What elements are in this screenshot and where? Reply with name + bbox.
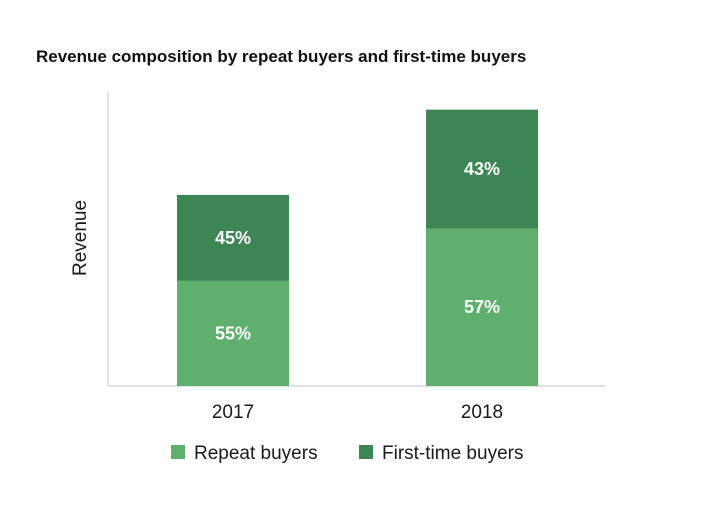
y-axis-label: Revenue bbox=[70, 200, 91, 276]
bar-segment-2018-first-time-buyers bbox=[426, 109, 538, 229]
legend-swatch-repeat-buyers bbox=[171, 445, 185, 459]
bar-segment-2018-repeat-buyers bbox=[426, 228, 538, 386]
x-tick-label-2018: 2018 bbox=[461, 402, 503, 423]
bars-group: 55% 45% 57% 43% bbox=[177, 109, 538, 386]
legend-label-first-time-buyers: First-time buyers bbox=[382, 443, 523, 464]
x-tick-label-2017: 2017 bbox=[212, 402, 254, 423]
legend-swatch-first-time-buyers bbox=[359, 445, 373, 459]
bar-segment-2017-repeat-buyers bbox=[177, 280, 289, 386]
data-label-2018-repeat-buyers: 57% bbox=[464, 297, 500, 317]
bar-segment-2017-first-time-buyers bbox=[177, 194, 289, 281]
chart-title: Revenue composition by repeat buyers and… bbox=[36, 47, 526, 66]
data-label-2017-repeat-buyers: 55% bbox=[215, 323, 251, 343]
x-tick-labels: 2017 2018 bbox=[212, 402, 503, 423]
data-label-2017-first-time-buyers: 45% bbox=[215, 228, 251, 248]
data-label-2018-first-time-buyers: 43% bbox=[464, 159, 500, 179]
legend: Repeat buyers First-time buyers bbox=[171, 443, 523, 464]
legend-label-repeat-buyers: Repeat buyers bbox=[194, 443, 318, 464]
